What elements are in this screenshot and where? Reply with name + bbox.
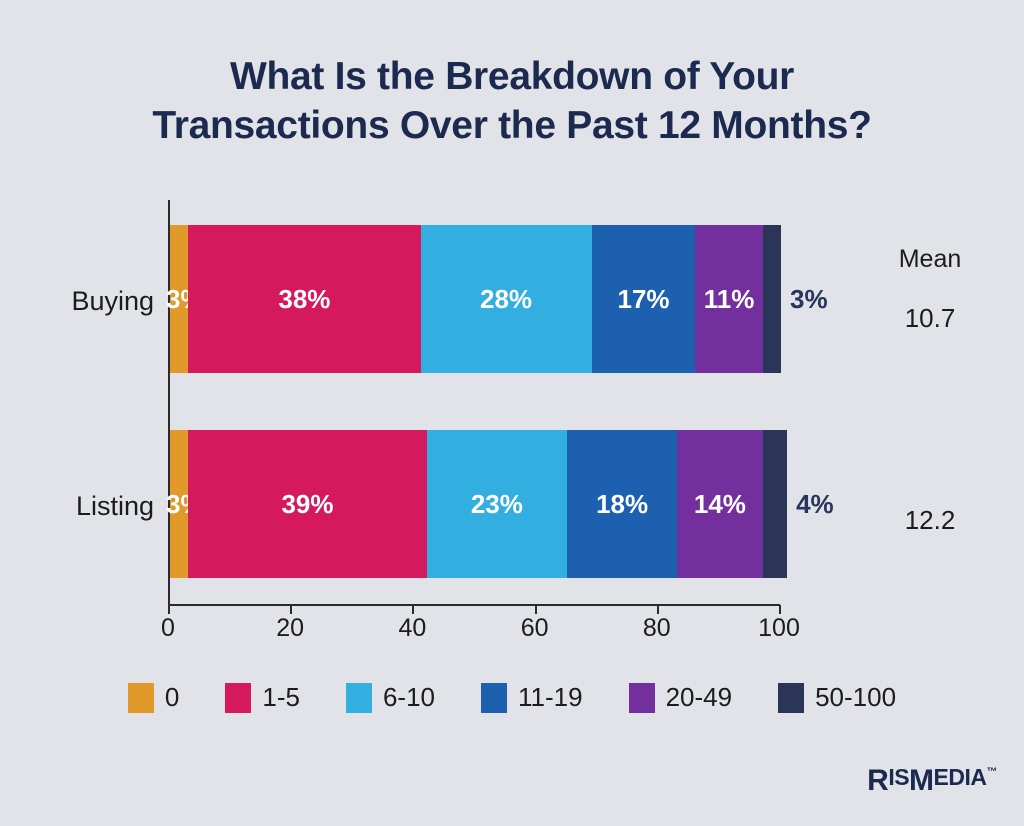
- legend-swatch-icon: [345, 682, 372, 713]
- legend-label: 20-49: [665, 682, 733, 712]
- legend-label: 1-5: [262, 682, 300, 712]
- bar-segment-11-19: 18%: [567, 430, 678, 578]
- legend-item-11-19[interactable]: 11-19: [481, 682, 583, 713]
- x-tick-mark: [534, 605, 537, 614]
- x-tick-mark: [779, 605, 781, 614]
- bar-segment-20-49: 11%: [695, 225, 763, 373]
- bar-row-listing: 3% 39% 23% 18% 14% 4%: [166, 430, 834, 578]
- legend-item-6-10[interactable]: 6-10: [345, 682, 436, 713]
- legend-item-0[interactable]: 0: [127, 682, 180, 713]
- legend-swatch-icon: [127, 682, 154, 713]
- y-axis-line: [168, 200, 170, 605]
- bar-segment-label: 14%: [693, 488, 746, 519]
- bar-segment-1-5: 38%: [188, 225, 421, 373]
- x-tick-label: 20: [276, 614, 305, 642]
- x-tick-label: 60: [520, 614, 549, 642]
- bar-segment-1-5: 39%: [188, 430, 427, 578]
- bar-segment-50-100: 3%: [762, 225, 828, 373]
- bar-segment-label: 39%: [281, 488, 334, 519]
- logo-part-2: IS: [888, 764, 910, 790]
- bar-segment-label: 11%: [703, 283, 755, 314]
- chart-title-line-2: Transactions Over the Past 12 Months?: [152, 104, 872, 147]
- x-tick-mark: [168, 605, 170, 614]
- legend-label: 0: [164, 682, 180, 712]
- bar-segment-50-100: 4%: [762, 430, 834, 578]
- bar-segment-20-49: 14%: [677, 430, 763, 578]
- y-axis-label-buying: Buying: [71, 286, 154, 316]
- bar-segment-0: 3%: [166, 430, 204, 578]
- bar-segment-label: 23%: [470, 488, 523, 519]
- mean-column-header: Mean: [898, 245, 962, 273]
- legend-swatch-icon: [778, 682, 805, 713]
- chart-title-line-1: What Is the Breakdown of Your: [229, 55, 795, 98]
- legend-swatch-icon: [225, 682, 252, 713]
- trademark-icon: ™: [986, 766, 998, 778]
- mean-value-listing: 12.2: [904, 505, 956, 535]
- legend-item-1-5[interactable]: 1-5: [225, 682, 300, 713]
- legend-label: 50-100: [815, 682, 897, 712]
- x-tick-mark: [290, 605, 293, 614]
- bar-segment-label: 38%: [278, 283, 331, 314]
- x-tick-label: 0: [161, 614, 175, 642]
- chart-legend: 0 1-5 6-10 11-19 20-49 50-100: [0, 682, 1024, 713]
- x-tick-label: 80: [642, 614, 671, 642]
- legend-label: 11-19: [518, 682, 583, 712]
- legend-swatch-icon: [628, 682, 655, 713]
- rismedia-logo: R IS M EDIA ™: [867, 764, 997, 798]
- logo-part-3: M: [909, 764, 934, 797]
- y-axis-label-listing: Listing: [75, 491, 154, 521]
- page-title: What Is the Breakdown of Your Transactio…: [0, 52, 1024, 150]
- x-tick-label: 100: [758, 614, 800, 642]
- legend-swatch-icon: [481, 682, 508, 713]
- mean-value-buying: 10.7: [904, 303, 956, 333]
- stacked-bar-buying: 3% 38% 28% 17% 11% 3%: [166, 225, 828, 373]
- legend-item-50-100[interactable]: 50-100: [778, 682, 896, 713]
- x-tick-mark: [656, 605, 659, 614]
- stacked-bar-listing: 3% 39% 23% 18% 14% 4%: [166, 430, 834, 578]
- bar-segment-label: 17%: [617, 283, 670, 314]
- x-tick-mark: [412, 605, 415, 614]
- bar-segment-label: 4%: [796, 488, 834, 519]
- chart-plot-area: 0 20 40 60 80 100 Buying Listing 3% 38% 28% 17% 1…: [71, 200, 834, 642]
- logo-part-4: EDIA: [933, 764, 987, 790]
- bar-segment-label: 18%: [596, 488, 649, 519]
- bar-segment-label: 3%: [789, 283, 828, 314]
- bar-segment-6-10: 23%: [426, 430, 568, 578]
- bar-segment-6-10: 28%: [420, 225, 592, 373]
- bar-segment-11-19: 17%: [591, 225, 696, 373]
- legend-item-20-49[interactable]: 20-49: [628, 682, 733, 713]
- legend-label: 6-10: [382, 682, 436, 712]
- bar-row-buying: 3% 38% 28% 17% 11% 3%: [166, 225, 828, 373]
- x-axis-line: [168, 604, 780, 606]
- logo-part-1: R: [867, 764, 889, 797]
- bar-segment-0: 3%: [166, 225, 204, 373]
- x-tick-label: 40: [398, 614, 427, 642]
- bar-segment-label: 28%: [480, 283, 533, 314]
